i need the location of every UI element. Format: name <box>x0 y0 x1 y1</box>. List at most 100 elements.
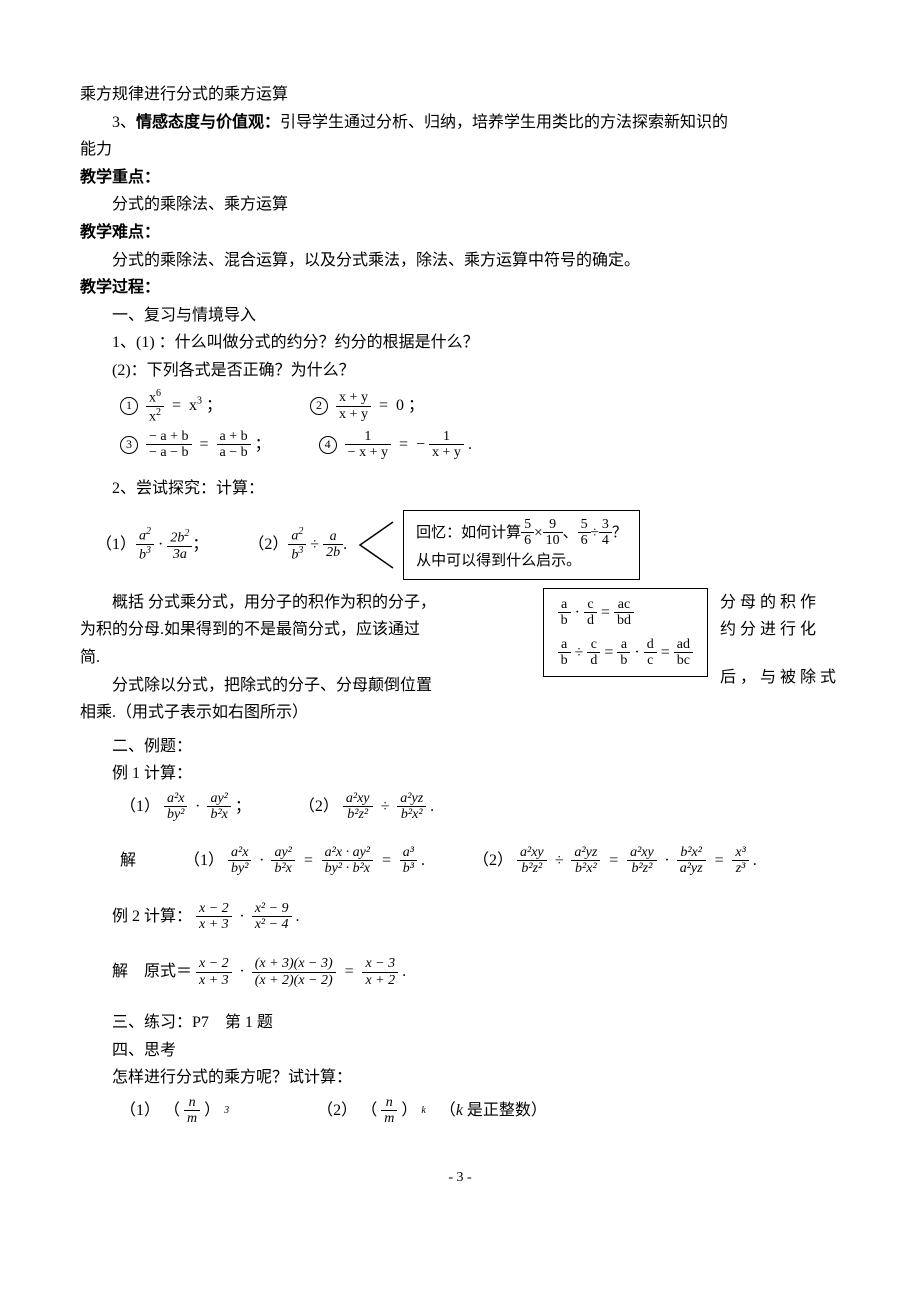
fraction: x6x2 <box>146 388 164 425</box>
text: 从中可以得到什么启示。 <box>416 549 627 573</box>
text: 是正整数） <box>467 1102 547 1119</box>
fraction: nm <box>184 1095 200 1127</box>
eq-sign: = <box>172 393 181 419</box>
label: （1） <box>120 1098 160 1124</box>
text-line: 概括 分式乘分式，用分子的积作为积的分子， <box>80 590 531 616</box>
wrap-summary: 概括 分式乘分式，用分子的积作为积的分子， 为积的分母.如果得到的不是最简分式，… <box>80 588 840 728</box>
fraction: ab <box>558 637 571 669</box>
text-line: 为积的分母.如果得到的不是最简分式，应该通过 <box>80 617 531 643</box>
page-number: - 3 - <box>80 1167 840 1189</box>
text-line: 1、(1) ：什么叫做分式的约分？约分的根据是什么？ <box>80 330 840 356</box>
fraction: a²xyb²z² <box>343 791 373 823</box>
fraction: acbd <box>614 597 634 629</box>
punct: . <box>430 794 434 820</box>
fraction: a + ba − b <box>217 429 251 461</box>
fraction: a²xyb²z² <box>517 845 547 877</box>
punct: . <box>753 848 757 874</box>
op-dot: · <box>634 640 639 666</box>
circled-number-icon: 1 <box>120 397 138 415</box>
fraction: ab <box>617 637 630 669</box>
fraction: a³b³ <box>400 845 417 877</box>
op-div: ÷ <box>310 532 319 558</box>
text-line: 相乘.（用式子表示如右图所示） <box>80 700 531 726</box>
text-line: 怎样进行分式的乘方呢？试计算： <box>80 1065 840 1091</box>
op-div: ÷ <box>575 640 584 666</box>
circled-number-icon: 4 <box>319 436 337 454</box>
fraction: 34 <box>599 517 612 549</box>
label: 解 原式＝ <box>112 959 192 985</box>
label: 解 <box>120 848 136 874</box>
fraction: a²xyb²z² <box>627 845 657 877</box>
punct: . <box>402 959 406 985</box>
op-dot: · <box>195 794 199 820</box>
eq-sign: = <box>379 393 388 419</box>
eq-sign: = <box>601 600 610 626</box>
fraction: nm <box>381 1095 397 1127</box>
math-text: 0 <box>396 393 404 419</box>
text-line: 能力 <box>80 137 840 163</box>
text-line: 2、尝试探究：计算： <box>80 476 840 502</box>
variable-k: k <box>456 1102 463 1119</box>
label: （2） <box>317 1098 357 1124</box>
punct: ； <box>255 432 271 458</box>
exponent: k <box>421 1103 425 1119</box>
punct: ； <box>408 393 424 419</box>
text: 3、 <box>112 114 136 131</box>
punct: . <box>421 848 425 874</box>
eq-sign: = <box>608 848 619 874</box>
op-dot: · <box>665 848 669 874</box>
op-div: ÷ <box>591 521 599 545</box>
eq-sign: = <box>661 640 670 666</box>
equation-row: 例 2 计算： x − 2x + 3 · x² − 9x² − 4 . <box>80 901 840 933</box>
label: （2） <box>473 848 513 874</box>
fraction: adbc <box>674 637 693 669</box>
fraction: x − 3x + 2 <box>362 956 398 988</box>
eq-sign: = <box>714 848 725 874</box>
equation-row: 解 原式＝ x − 2x + 3 · (x + 3)(x − 3)(x + 2)… <box>80 956 840 988</box>
fraction: 2b23a <box>167 528 192 562</box>
fraction: ay²b²x <box>271 845 294 877</box>
equation-row: （1） （ nm ）3 （2） （ nm ）k （k 是正整数） <box>80 1095 840 1127</box>
formula-box: ab · cd = acbd ab ÷ cd = ab · dc = adbc <box>543 588 708 678</box>
fraction: b²x²a²yz <box>677 845 706 877</box>
fraction: a²x · ay²by² · b²x <box>322 845 373 877</box>
fraction: 910 <box>543 517 563 549</box>
punct: . <box>296 904 300 930</box>
circled-number-icon: 2 <box>310 397 328 415</box>
op-times: × <box>534 521 542 545</box>
text-line: 分式的乘除法、乘方运算 <box>80 192 840 218</box>
op-dot: · <box>240 904 244 930</box>
eq-sign: = <box>399 432 408 458</box>
op-div: ÷ <box>381 794 390 820</box>
eq-sign: = <box>344 959 355 985</box>
text-line: 三、练习：P7 第 1 题 <box>80 1010 840 1036</box>
text-line: 二、例题： <box>80 734 840 760</box>
section-heading: 教学难点： <box>80 220 840 246</box>
callout-box: 回忆：如何计算 56 × 910 、 56 ÷ 34 ？ 从中可以得到什么启示。 <box>403 510 640 580</box>
fraction: a²xby² <box>164 791 187 823</box>
fraction: − a + b− a − b <box>146 429 192 461</box>
fraction: 1x + y <box>429 429 464 461</box>
fraction: dc <box>644 637 657 669</box>
text: 、 <box>563 521 578 545</box>
fraction: ab <box>558 597 571 629</box>
fraction: a2b3 <box>136 526 154 563</box>
text-line: 分母的积作 <box>720 590 840 616</box>
section-heading: 教学过程： <box>80 275 840 301</box>
fraction: (x + 3)(x − 3)(x + 2)(x − 2) <box>252 956 336 988</box>
op-div: ÷ <box>555 848 564 874</box>
fraction: a²yzb²x² <box>397 791 426 823</box>
text-line: 乘方规律进行分式的乘方运算 <box>80 82 840 108</box>
equation-row: 3 − a + b− a − b = a + ba − b ； 4 1− x +… <box>80 429 840 461</box>
text-line: 简. <box>80 645 531 671</box>
fraction: x³z³ <box>732 845 748 877</box>
label: （1） <box>96 532 136 558</box>
math-text: x3 <box>189 393 202 419</box>
text-line: 一、复习与情境导入 <box>80 303 840 329</box>
fraction: 56 <box>578 517 591 549</box>
punct: ； <box>235 794 251 820</box>
text-line: 后，与被除式 <box>720 665 840 691</box>
fraction: a²xby² <box>228 845 251 877</box>
label: （2） <box>248 532 288 558</box>
circled-number-icon: 3 <box>120 436 138 454</box>
